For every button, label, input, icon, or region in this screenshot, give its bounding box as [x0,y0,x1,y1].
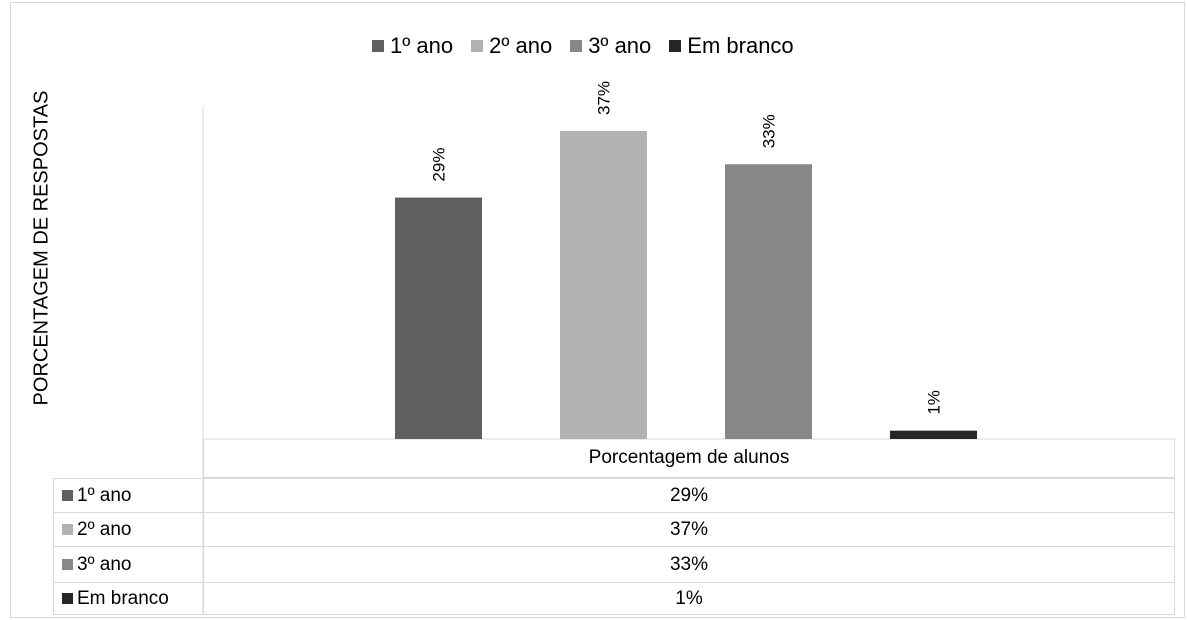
legend-swatch [669,40,682,52]
table-value-cell: 29% [203,478,1175,512]
legend-item-em-branco: Em branco [669,33,794,59]
table-row-label: 2º ano [77,518,132,540]
data-label: 33% [760,114,779,148]
data-label: 29% [430,148,449,182]
table-row-header: 1º ano [53,478,203,512]
table-row-header: 3º ano [53,546,203,582]
legend: 1º ano 2º ano 3º ano Em branco [372,30,794,62]
table-value-cell: 1% [203,582,1175,615]
table-value-cell: 37% [203,512,1175,546]
table-row-swatch [62,490,73,501]
table-row-label: 3º ano [77,553,132,575]
legend-swatch [372,40,384,52]
legend-label: 2º ano [489,33,553,58]
bar [890,430,977,439]
legend-item-1-ano: 1º ano [372,33,453,59]
legend-label: 3º ano [588,33,652,58]
table-row-label: 1º ano [77,484,132,506]
legend-label: 1º ano [390,33,454,58]
table-row-swatch [62,559,73,570]
table-row-label: Em branco [77,587,169,609]
table-value-cell: 33% [203,546,1175,582]
data-label: 1% [925,390,944,415]
table-row-header: Em branco [53,582,203,615]
bar [395,197,482,439]
bar [560,130,647,439]
legend-item-3-ano: 3º ano [570,33,651,59]
table-header-cell: Porcentagem de alunos [203,439,1175,478]
legend-label: Em branco [687,33,794,58]
chart-frame [10,2,1185,618]
bar [725,164,812,439]
table-row-swatch [62,524,73,535]
data-label: 37% [595,81,614,115]
legend-item-2-ano: 2º ano [471,33,552,59]
legend-swatch [570,40,583,52]
table-row-swatch [62,593,73,604]
table-row-header: 2º ano [53,512,203,546]
legend-swatch [471,40,484,52]
